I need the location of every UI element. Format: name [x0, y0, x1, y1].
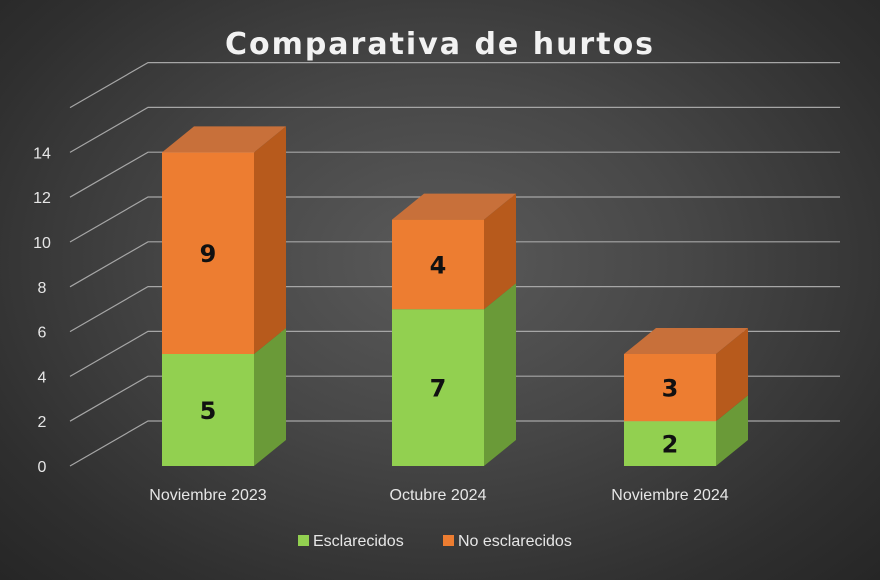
- gridline: [69, 241, 840, 288]
- bar-segment: [162, 152, 254, 354]
- data-label: 3: [662, 375, 679, 403]
- bar-side: [254, 126, 286, 355]
- legend-swatch: [298, 535, 309, 546]
- bars: [162, 126, 748, 466]
- bar-side: [254, 328, 286, 466]
- data-label: 4: [430, 251, 447, 279]
- y-axis: 0 2 4 6 8 10 12 14: [33, 145, 51, 476]
- y-tick-label: 14: [33, 145, 51, 162]
- legend-label: Esclarecidos: [313, 533, 404, 550]
- gridlines: [69, 61, 840, 467]
- bar-segment: [624, 354, 716, 422]
- y-tick-label: 0: [38, 459, 47, 476]
- bar-segment: [392, 219, 484, 310]
- gridline: [69, 151, 840, 198]
- data-label: 7: [430, 375, 447, 403]
- bar-top: [624, 328, 748, 354]
- gridline: [69, 196, 840, 243]
- gridline: [69, 420, 840, 467]
- gridline: [69, 375, 840, 422]
- legend-label: No esclarecidos: [458, 533, 572, 550]
- y-tick-label: 8: [38, 280, 47, 297]
- bar-top: [162, 126, 286, 153]
- gridline: [69, 61, 840, 109]
- bar-side: [484, 283, 516, 466]
- bar-top: [392, 193, 516, 220]
- data-label: 2: [662, 431, 679, 459]
- x-tick-label: Noviembre 2023: [149, 487, 267, 504]
- chart-title: Comparativa de hurtos: [225, 27, 655, 62]
- bar-segment: [392, 309, 484, 466]
- bar-segment: [162, 354, 254, 466]
- y-tick-label: 4: [38, 369, 47, 386]
- gridline: [69, 106, 840, 153]
- y-tick-label: 12: [33, 190, 51, 207]
- gridline: [69, 286, 840, 333]
- x-axis: Noviembre 2023 Octubre 2024 Noviembre 2024: [149, 487, 729, 504]
- x-tick-label: Octubre 2024: [390, 487, 487, 504]
- data-labels: 5 9 7 4 2 3: [200, 240, 679, 458]
- bar-side: [716, 328, 748, 422]
- y-tick-label: 6: [38, 325, 47, 342]
- legend[interactable]: Esclarecidos No esclarecidos: [298, 533, 572, 550]
- bar-side: [716, 395, 748, 466]
- y-tick-label: 2: [38, 414, 47, 431]
- bar-side: [484, 193, 516, 310]
- bar-segment: [624, 421, 716, 466]
- gridline: [69, 330, 840, 377]
- x-tick-label: Noviembre 2024: [611, 487, 729, 504]
- data-label: 9: [200, 240, 217, 268]
- y-tick-label: 10: [33, 235, 51, 252]
- legend-swatch: [443, 535, 454, 546]
- data-label: 5: [200, 397, 217, 425]
